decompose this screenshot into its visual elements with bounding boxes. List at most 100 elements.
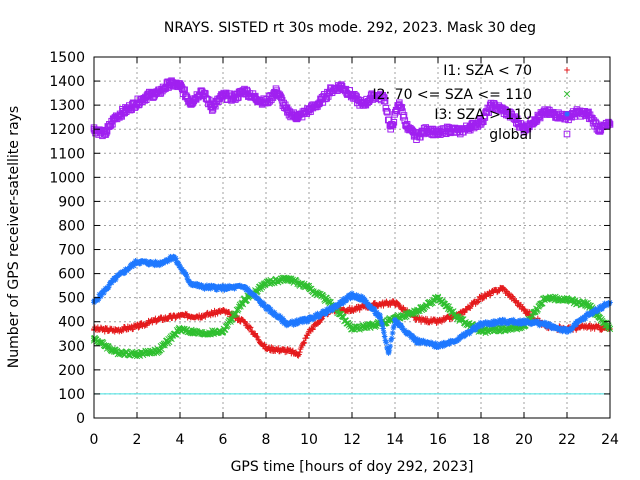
marker-2 (131, 262, 137, 269)
marker-2 (204, 282, 210, 289)
marker-2 (173, 255, 179, 262)
x-tick-label: 18 (472, 432, 490, 448)
marker-2 (382, 337, 389, 344)
marker-2 (316, 313, 323, 320)
data-point (392, 317, 398, 324)
data-point (435, 343, 441, 349)
marker-2 (367, 303, 374, 309)
x-axis-label: GPS time [hours of doy 292, 2023] (231, 459, 474, 475)
data-point (112, 327, 119, 333)
data-point (488, 101, 496, 109)
data-point (337, 82, 345, 90)
marker-2 (569, 325, 576, 332)
data-point (387, 125, 394, 133)
marker-1 (606, 324, 613, 331)
x-tick-label: 10 (300, 432, 318, 448)
data-point (170, 253, 177, 260)
data-point (585, 111, 592, 119)
y-tick-label: 1000 (49, 170, 85, 186)
marker-2 (257, 298, 263, 304)
data-point (176, 82, 184, 90)
marker-2 (518, 320, 525, 327)
marker-2 (268, 307, 275, 314)
data-point (241, 318, 248, 325)
data-point (284, 321, 291, 327)
data-point (241, 296, 248, 304)
x-tick-label: 0 (90, 432, 99, 448)
marker-0 (462, 309, 468, 315)
marker-2 (175, 259, 182, 266)
y-tick-label: 100 (58, 387, 85, 403)
data-point (499, 325, 506, 333)
data-point (273, 87, 281, 94)
marker-0 (526, 309, 533, 315)
data-point (349, 306, 355, 313)
data-point (219, 92, 227, 99)
marker-2 (604, 302, 610, 309)
marker-2 (340, 300, 347, 306)
marker-2 (146, 261, 153, 268)
data-point (241, 87, 248, 94)
data-point (230, 94, 238, 102)
data-point (251, 94, 259, 102)
marker-2 (108, 280, 115, 286)
x-tick-label: 2 (133, 432, 142, 448)
marker-2 (324, 309, 331, 316)
marker-3 (102, 129, 110, 137)
data-point (521, 318, 527, 325)
data-point (413, 316, 420, 323)
marker-2 (323, 306, 330, 313)
data-point (263, 304, 269, 311)
marker-0 (300, 339, 307, 346)
marker-2 (137, 260, 143, 267)
marker-2 (380, 325, 386, 332)
marker-2 (255, 295, 262, 302)
data-point (284, 347, 291, 354)
y-tick-label: 1300 (49, 98, 85, 114)
marker-2 (355, 296, 361, 302)
marker-3 (380, 93, 387, 101)
marker-0 (303, 335, 309, 341)
data-point (262, 99, 270, 107)
marker-1 (579, 298, 587, 305)
marker-2 (468, 328, 474, 335)
data-point (284, 275, 291, 282)
data-point (499, 285, 506, 291)
data-point (370, 92, 377, 99)
marker-2 (280, 315, 286, 322)
data-point (144, 92, 152, 99)
data-point (499, 106, 506, 114)
marker-2 (383, 339, 390, 346)
legend-label: I2: 70 <= SZA <= 110 (372, 87, 532, 103)
marker-0 (249, 328, 255, 334)
data-point (380, 94, 388, 102)
x-tick-label: 4 (176, 432, 185, 448)
x-tick-label: 12 (343, 432, 361, 448)
legend: I1: SZA < 70 I2: 70 <= SZA <= 110 I3: SZA … (372, 63, 571, 143)
y-tick-label: 1500 (49, 50, 85, 66)
marker-0 (301, 340, 308, 346)
marker-2 (535, 318, 541, 324)
marker-2 (379, 322, 386, 328)
data-point (198, 284, 205, 290)
marker-2 (390, 325, 397, 331)
data-point (392, 299, 398, 306)
marker-2 (98, 293, 104, 300)
data-point (327, 306, 334, 313)
marker-2 (547, 321, 553, 327)
y-tick-labels: 0 100 200 300 400 500 600 700 800 900 1000 1100 1200… (49, 50, 85, 427)
marker-2 (378, 319, 385, 326)
data-point (134, 258, 140, 265)
marker-2 (395, 319, 401, 325)
legend-marker (563, 90, 571, 98)
marker-2 (300, 319, 306, 326)
data-point (349, 292, 355, 299)
marker-2 (473, 324, 480, 331)
marker-2 (290, 322, 297, 328)
marker-2 (267, 306, 274, 312)
marker-2 (402, 327, 408, 334)
data-point (155, 347, 162, 354)
marker-2 (295, 320, 302, 327)
data-point (112, 348, 119, 355)
marker-2 (339, 300, 345, 307)
